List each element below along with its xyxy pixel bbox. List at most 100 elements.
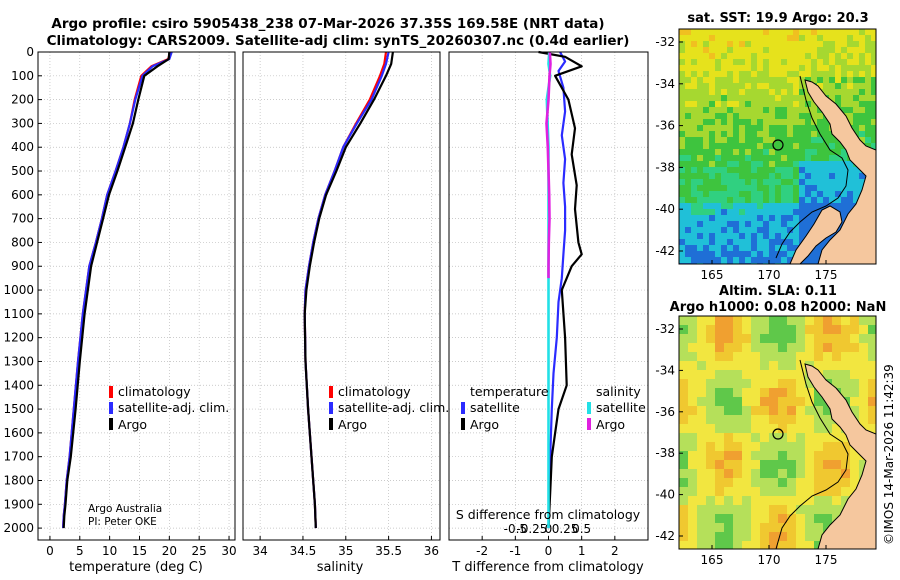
sst-cell bbox=[811, 149, 817, 155]
sst-cell bbox=[721, 95, 727, 101]
sst-cell bbox=[745, 41, 751, 47]
sst-cell bbox=[679, 173, 685, 179]
sla-cell bbox=[823, 424, 832, 433]
sla-cell bbox=[832, 334, 841, 343]
sst-cell bbox=[721, 119, 727, 125]
sst-cell bbox=[853, 119, 859, 125]
sst-cell bbox=[847, 179, 853, 185]
sla-cell bbox=[724, 496, 733, 505]
sst-cell bbox=[811, 143, 817, 149]
sst-cell bbox=[757, 59, 763, 65]
sst-cell bbox=[709, 173, 715, 179]
sla-cell bbox=[796, 451, 805, 460]
sla-cell bbox=[679, 514, 688, 523]
sst-cell bbox=[787, 41, 793, 47]
sst-cell bbox=[691, 167, 697, 173]
sst-cell bbox=[799, 35, 805, 41]
sst-cell bbox=[805, 197, 811, 203]
legend-label-satellite: satellite-adj. clim. bbox=[338, 400, 449, 415]
sst-cell bbox=[727, 209, 733, 215]
sla-cell bbox=[778, 433, 787, 442]
sst-cell bbox=[793, 185, 799, 191]
sst-cell bbox=[703, 95, 709, 101]
sst-cell bbox=[787, 89, 793, 95]
y-tick-label: 1000 bbox=[3, 283, 34, 297]
sst-cell bbox=[745, 149, 751, 155]
sst-cell bbox=[733, 137, 739, 143]
sst-cell bbox=[829, 179, 835, 185]
sst-cell bbox=[859, 77, 865, 83]
sst-cell bbox=[859, 137, 865, 143]
sst-cell bbox=[691, 185, 697, 191]
sst-cell bbox=[703, 131, 709, 137]
sst-cell bbox=[745, 59, 751, 65]
sst-cell bbox=[745, 35, 751, 41]
sla-map: 165 170 175-32-34-36-38-40-42 bbox=[655, 315, 877, 567]
sst-cell bbox=[733, 191, 739, 197]
sla-cell bbox=[787, 424, 796, 433]
sla-cell bbox=[733, 442, 742, 451]
sst-cell bbox=[721, 83, 727, 89]
sla-cell bbox=[733, 370, 742, 379]
sst-cell bbox=[835, 191, 841, 197]
sla-cell bbox=[715, 388, 724, 397]
sst-cell bbox=[823, 35, 829, 41]
sla-cell bbox=[751, 442, 760, 451]
sst-cell bbox=[871, 83, 876, 89]
sst-cell bbox=[733, 167, 739, 173]
sla-cell bbox=[724, 415, 733, 424]
sst-cell bbox=[751, 125, 757, 131]
sla-cell bbox=[769, 424, 778, 433]
sla-cell bbox=[688, 334, 697, 343]
sst-cell bbox=[715, 191, 721, 197]
sst-cell bbox=[691, 173, 697, 179]
sst-cell bbox=[793, 155, 799, 161]
sla-cell bbox=[841, 442, 850, 451]
sst-cell bbox=[733, 35, 739, 41]
sla-cell bbox=[868, 325, 876, 334]
sst-cell bbox=[715, 155, 721, 161]
sla-cell bbox=[805, 523, 814, 532]
sst-cell bbox=[781, 149, 787, 155]
sst-cell bbox=[865, 89, 871, 95]
sst-cell bbox=[691, 65, 697, 71]
map-y-tick-label: -38 bbox=[655, 446, 675, 460]
sla-cell bbox=[742, 316, 751, 325]
sst-cell bbox=[685, 149, 691, 155]
sst-cell bbox=[751, 59, 757, 65]
sst-cell bbox=[703, 53, 709, 59]
sst-cell bbox=[715, 245, 721, 251]
sst-cell bbox=[769, 77, 775, 83]
sst-cell bbox=[685, 197, 691, 203]
sla-cell bbox=[760, 424, 769, 433]
sst-cell bbox=[727, 101, 733, 107]
sst-cell bbox=[691, 131, 697, 137]
sla-cell bbox=[814, 343, 823, 352]
sst-cell bbox=[781, 113, 787, 119]
sst-cell bbox=[787, 53, 793, 59]
sst-cell bbox=[703, 167, 709, 173]
sst-cell bbox=[823, 239, 829, 245]
sst-cell bbox=[775, 29, 781, 35]
sst-cell bbox=[853, 71, 859, 77]
sst-cell bbox=[787, 251, 793, 257]
sst-cell bbox=[817, 173, 823, 179]
sla-cell bbox=[823, 406, 832, 415]
sla-cell bbox=[697, 460, 706, 469]
sla-cell bbox=[760, 496, 769, 505]
sla-cell bbox=[751, 343, 760, 352]
sst-cell bbox=[775, 143, 781, 149]
sla-cell bbox=[823, 334, 832, 343]
sst-cell bbox=[679, 209, 685, 215]
sst-cell bbox=[829, 95, 835, 101]
sst-cell bbox=[697, 89, 703, 95]
sst-cell bbox=[721, 107, 727, 113]
sla-cell bbox=[841, 334, 850, 343]
sst-cell bbox=[685, 143, 691, 149]
sst-cell bbox=[769, 179, 775, 185]
sla-cell bbox=[841, 451, 850, 460]
sla-cell bbox=[769, 460, 778, 469]
sst-cell bbox=[745, 215, 751, 221]
sst-cell bbox=[787, 137, 793, 143]
sst-cell bbox=[847, 71, 853, 77]
